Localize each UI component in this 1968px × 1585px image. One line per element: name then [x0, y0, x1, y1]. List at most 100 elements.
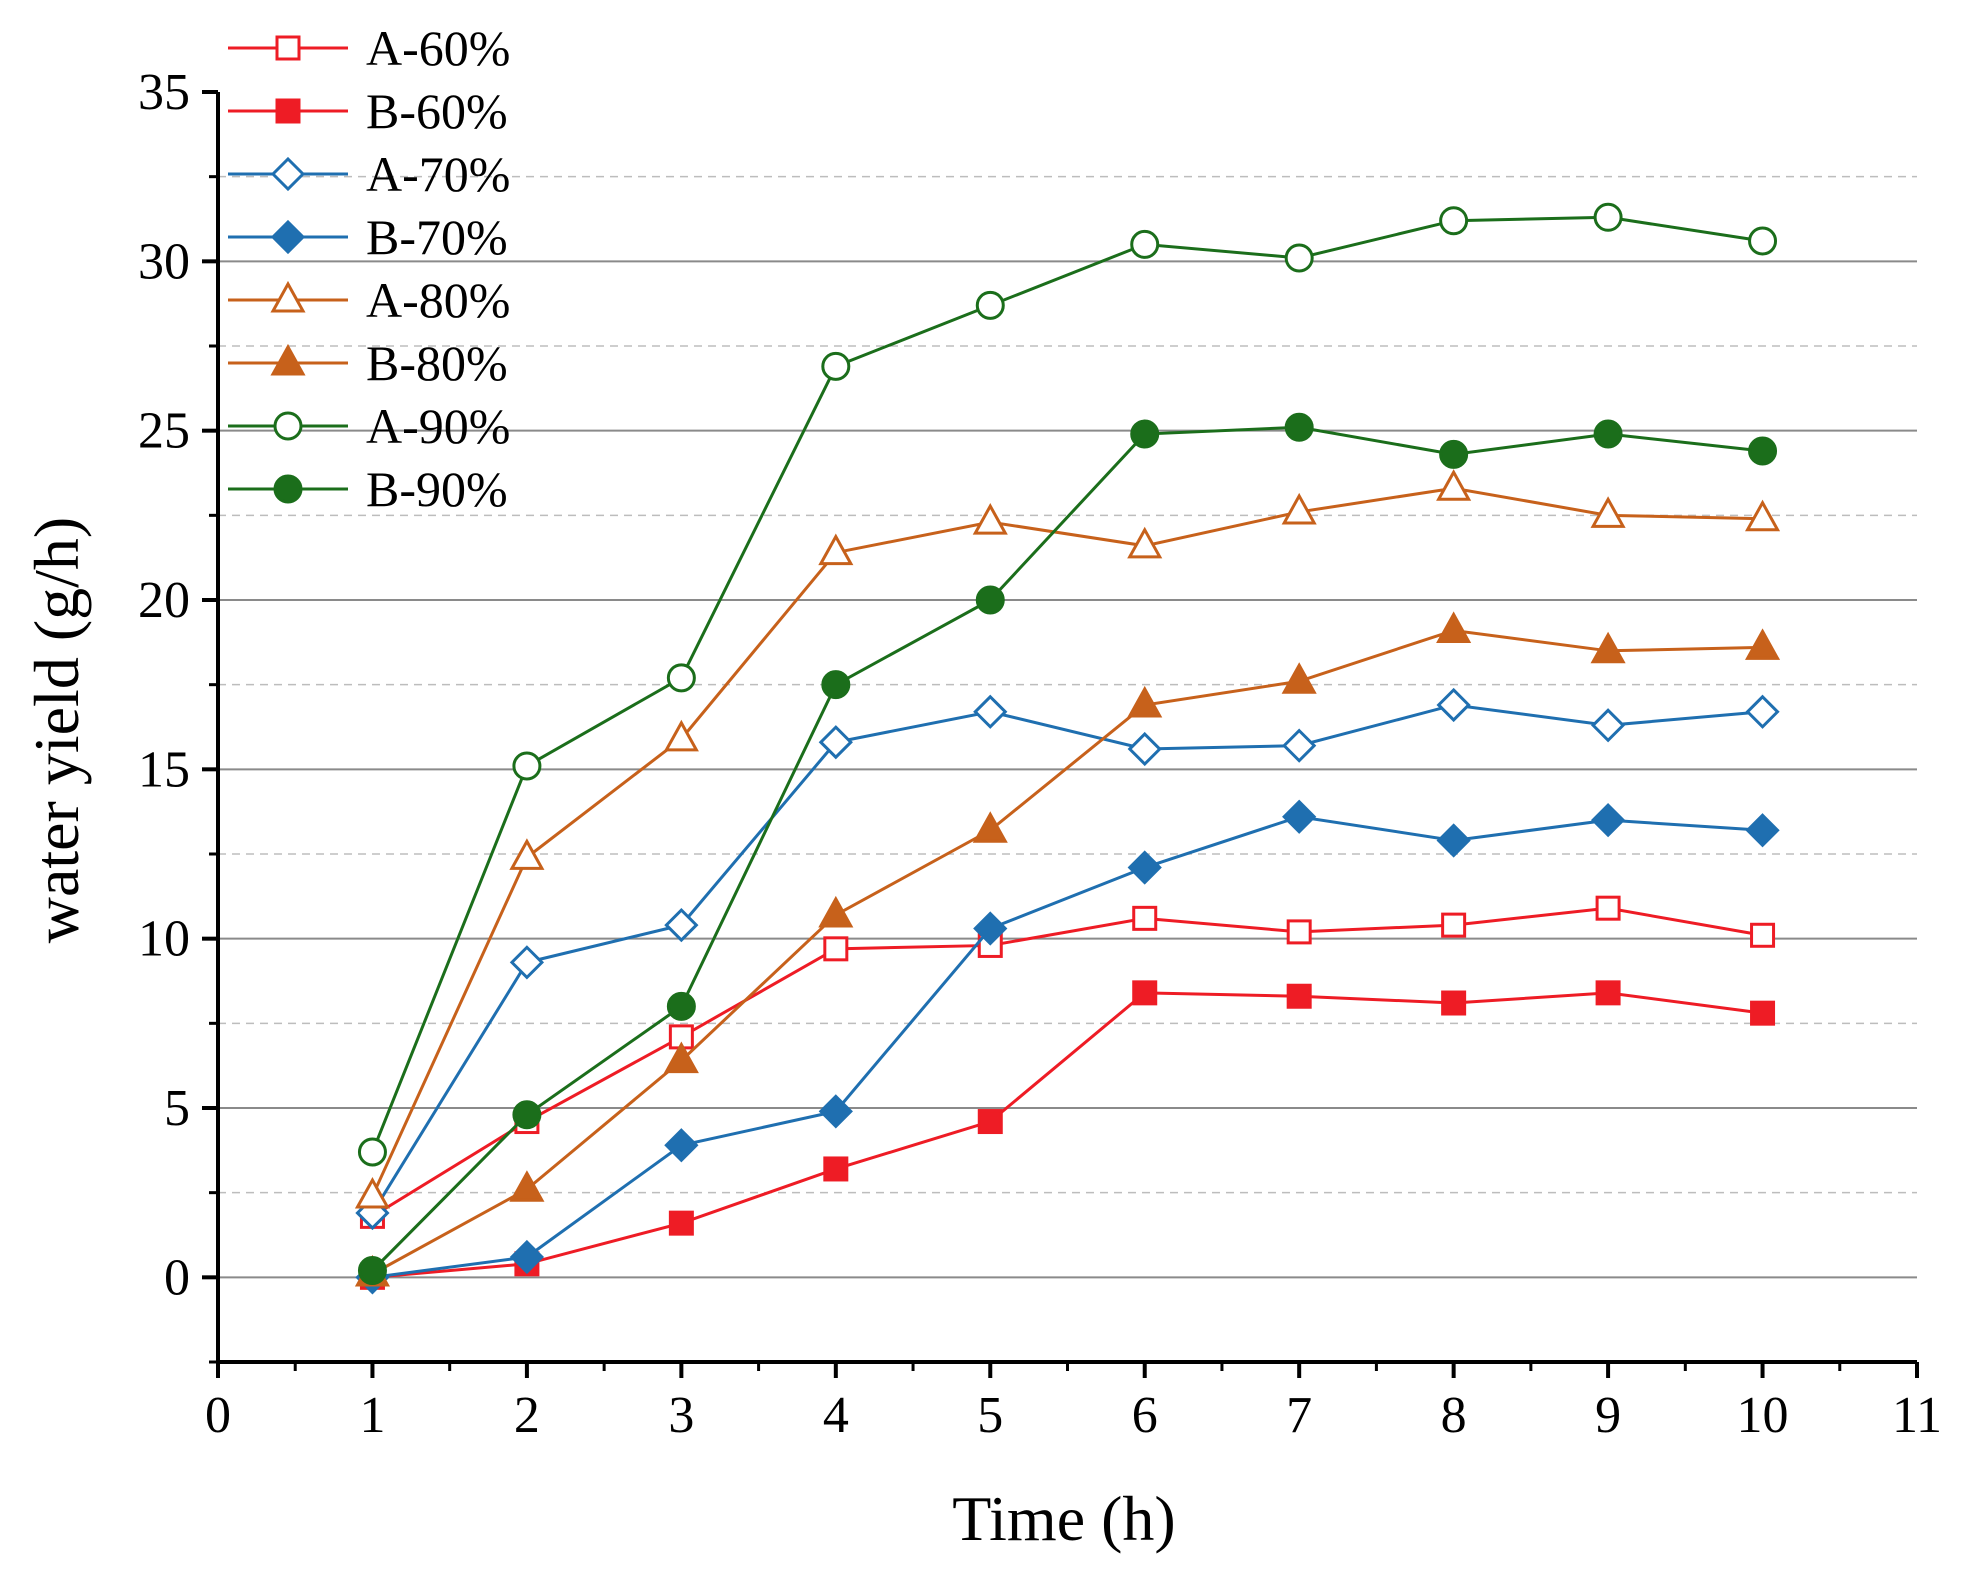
data-point — [1127, 526, 1163, 559]
legend-label: A-60% — [366, 20, 510, 76]
data-point — [1130, 419, 1160, 449]
legend-label: B-90% — [366, 461, 508, 517]
series-A-90% — [357, 202, 1778, 1167]
legend-marker — [275, 35, 301, 61]
series-line — [371, 906, 1763, 1218]
data-point — [977, 1109, 1003, 1135]
legend-item: B-90% — [228, 461, 508, 517]
x-tick-label: 5 — [977, 1387, 1003, 1444]
data-point — [1750, 1000, 1776, 1026]
data-point — [512, 1100, 542, 1130]
y-tick-label: 15 — [138, 741, 190, 798]
data-point — [1436, 469, 1472, 501]
data-point — [1590, 496, 1626, 528]
data-point — [668, 1210, 694, 1236]
series-layer — [354, 202, 1781, 1295]
legend-label: B-80% — [366, 335, 508, 391]
data-point — [663, 719, 699, 752]
data-point — [666, 663, 696, 693]
legend-label: A-70% — [366, 146, 510, 202]
data-point — [1127, 731, 1162, 767]
data-point — [664, 907, 699, 943]
legend-item: A-80% — [228, 272, 510, 328]
data-point — [1441, 912, 1467, 938]
legend-item: B-80% — [228, 335, 508, 391]
series-B-90% — [357, 412, 1778, 1286]
x-tick-label: 8 — [1441, 1387, 1467, 1444]
x-tick-label: 0 — [205, 1387, 231, 1444]
data-point — [666, 991, 696, 1021]
data-point — [1284, 243, 1314, 273]
data-point — [1441, 990, 1467, 1016]
data-point — [509, 1239, 545, 1275]
data-point — [1436, 611, 1472, 643]
y-tick-label: 30 — [138, 233, 190, 290]
data-point — [1132, 980, 1158, 1006]
legend-item: A-70% — [228, 146, 510, 202]
data-point — [1439, 206, 1469, 236]
data-point — [1590, 708, 1626, 743]
data-point — [975, 585, 1005, 615]
series-line — [371, 486, 1763, 1197]
x-tick-label: 9 — [1595, 1387, 1621, 1444]
data-point — [1439, 439, 1469, 469]
series-line — [371, 703, 1763, 1214]
data-point — [1590, 803, 1626, 838]
legend-marker — [270, 156, 306, 192]
data-point — [818, 533, 854, 566]
data-point — [972, 811, 1008, 843]
data-point — [1436, 687, 1471, 723]
data-point — [1132, 905, 1158, 931]
data-point — [357, 1256, 387, 1286]
x-tick-label: 4 — [823, 1387, 849, 1444]
legend-item: A-60% — [228, 20, 510, 76]
legend-marker — [273, 411, 303, 441]
data-point — [818, 725, 853, 760]
series-B-60% — [359, 980, 1776, 1290]
legend-marker — [273, 474, 303, 504]
data-point — [509, 838, 545, 870]
data-point — [509, 945, 545, 980]
series-A-60% — [359, 895, 1776, 1229]
data-point — [512, 751, 542, 781]
legend-label: B-60% — [366, 83, 508, 139]
legend-item: B-60% — [228, 83, 508, 139]
data-point — [972, 503, 1008, 535]
data-point — [1744, 499, 1781, 532]
data-point — [1436, 823, 1471, 858]
data-point — [823, 936, 849, 962]
y-tick-label: 5 — [164, 1080, 190, 1137]
series-B-80% — [354, 611, 1781, 1287]
data-point — [1744, 628, 1781, 660]
legend-marker — [270, 343, 306, 376]
legend-marker — [275, 98, 301, 124]
data-point — [1282, 799, 1317, 834]
x-tick-label: 6 — [1132, 1387, 1158, 1444]
legend-label: A-80% — [366, 272, 510, 328]
legend-item: B-70% — [228, 209, 508, 265]
data-point — [1281, 492, 1317, 525]
y-tick-label: 0 — [164, 1249, 190, 1306]
data-point — [1286, 919, 1312, 945]
data-point — [1750, 922, 1776, 948]
y-tick-label: 10 — [138, 911, 190, 968]
y-axis-title: water yield (g/h) — [21, 517, 92, 944]
data-point — [354, 1176, 391, 1209]
data-point — [357, 1137, 387, 1167]
data-point — [509, 1170, 545, 1202]
data-point — [1127, 685, 1163, 718]
legend-marker — [270, 280, 306, 313]
data-point — [1127, 850, 1162, 885]
data-point — [1593, 419, 1623, 449]
data-point — [1286, 983, 1312, 1009]
series-line — [371, 425, 1763, 1272]
legend-marker — [270, 219, 306, 255]
data-point — [818, 1094, 853, 1129]
y-tick-label: 20 — [138, 572, 190, 629]
data-point — [1130, 229, 1160, 259]
data-point — [975, 290, 1005, 320]
data-point — [1745, 694, 1780, 729]
legend-label: A-90% — [366, 398, 510, 454]
data-point — [973, 694, 1008, 729]
